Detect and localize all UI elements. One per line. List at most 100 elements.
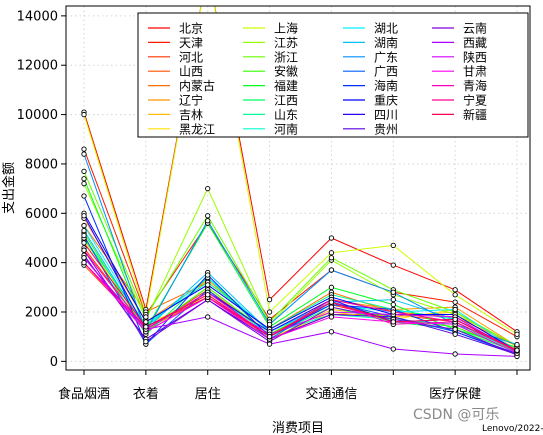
legend-label: 青海 xyxy=(463,78,487,93)
y-tick-label: 6000 xyxy=(25,207,58,222)
legend-label: 陕西 xyxy=(463,49,487,64)
data-point xyxy=(390,319,396,325)
legend-label: 重庆 xyxy=(374,94,398,108)
y-tick-label: 8000 xyxy=(25,157,58,172)
legend-label: 新疆 xyxy=(463,107,487,122)
series-lines xyxy=(83,6,518,357)
legend-label: 吉林 xyxy=(179,108,203,122)
data-point xyxy=(205,213,211,219)
y-tick-label: 0 xyxy=(50,355,58,370)
data-point xyxy=(328,267,335,273)
data-point xyxy=(266,309,273,315)
series-line xyxy=(83,178,518,348)
data-point xyxy=(143,314,149,320)
x-tick-label: 居住 xyxy=(195,387,221,402)
series-line xyxy=(83,183,518,346)
data-point xyxy=(328,299,335,305)
data-point xyxy=(514,341,520,348)
data-point xyxy=(266,341,273,347)
legend-label: 湖南 xyxy=(374,35,398,50)
series-line xyxy=(83,242,518,351)
data-point xyxy=(143,319,149,325)
legend-label: 广东 xyxy=(374,50,398,64)
data-point xyxy=(328,314,335,320)
legend-label: 贵州 xyxy=(374,122,398,136)
series-line xyxy=(83,262,518,354)
data-points xyxy=(81,109,520,360)
legend-box xyxy=(137,12,529,138)
series-line xyxy=(83,148,518,338)
legend-label: 四川 xyxy=(374,108,398,122)
data-point xyxy=(205,185,211,192)
legend-label: 宁夏 xyxy=(463,93,487,108)
legend-label: 海南 xyxy=(374,78,398,93)
legend-label: 黑龙江 xyxy=(179,122,215,136)
data-point xyxy=(81,111,87,118)
data-point xyxy=(390,301,396,308)
data-point xyxy=(81,255,87,261)
x-tick-label: 医疗保健 xyxy=(429,387,481,402)
data-point xyxy=(390,346,396,352)
series-line xyxy=(83,250,518,356)
data-point xyxy=(81,227,87,234)
data-point xyxy=(81,247,87,253)
data-point xyxy=(81,176,87,182)
data-point xyxy=(452,316,458,323)
data-point xyxy=(81,193,87,199)
data-point xyxy=(143,338,149,345)
legend-label: 江西 xyxy=(274,94,298,108)
data-point xyxy=(452,299,458,305)
data-point xyxy=(328,284,335,290)
series-line xyxy=(83,237,518,351)
legend-label: 河北 xyxy=(179,50,203,64)
y-axis-title: 支出金额 xyxy=(1,162,17,214)
series-line xyxy=(83,153,518,346)
x-tick-label: 食品烟酒 xyxy=(58,386,110,402)
data-point xyxy=(390,309,396,315)
legend-label: 广西 xyxy=(374,65,398,79)
footer-stamp: Lenovo/2022-06-15 xyxy=(482,424,543,434)
data-point xyxy=(205,282,211,288)
data-point xyxy=(81,260,87,266)
data-point xyxy=(81,181,87,187)
data-point xyxy=(81,232,87,239)
series-line xyxy=(83,254,518,355)
legend-label: 内蒙古 xyxy=(179,78,215,93)
data-point xyxy=(81,222,87,229)
data-point xyxy=(205,292,211,298)
series-line xyxy=(83,171,518,347)
legend-label: 西藏 xyxy=(463,36,487,50)
legend-label: 福建 xyxy=(274,78,298,93)
data-point xyxy=(328,329,335,335)
x-tick-label: 衣着 xyxy=(133,386,159,402)
data-point xyxy=(266,321,273,327)
legend-label: 上海 xyxy=(274,21,298,36)
watermark: CSDN @可乐 xyxy=(413,407,499,423)
data-point xyxy=(390,289,396,295)
plot-frame xyxy=(65,5,531,371)
data-point xyxy=(452,326,458,332)
legend-label: 甘肃 xyxy=(463,65,487,79)
data-point xyxy=(452,292,458,298)
legend-label: 山东 xyxy=(274,108,298,122)
data-point xyxy=(328,235,335,241)
x-axis: 食品烟酒 衣着 居住 交通通信 医疗保健 xyxy=(58,370,518,402)
y-tick-label: 10000 xyxy=(17,108,58,123)
series-line xyxy=(83,6,518,335)
y-tick-label: 12000 xyxy=(17,59,58,74)
y-tick-label: 2000 xyxy=(25,306,58,321)
legend-label: 北京 xyxy=(179,22,203,36)
data-point xyxy=(81,146,87,152)
data-point xyxy=(205,314,211,320)
series-line xyxy=(83,249,518,351)
y-tick-label: 4000 xyxy=(25,256,58,271)
data-point xyxy=(266,334,273,340)
legend-label: 湖北 xyxy=(374,21,398,36)
data-point xyxy=(81,240,87,246)
x-axis-title: 消费项目 xyxy=(272,421,324,435)
data-point xyxy=(328,250,335,256)
legend-label: 云南 xyxy=(463,21,487,36)
legend-label: 安徽 xyxy=(274,64,298,79)
